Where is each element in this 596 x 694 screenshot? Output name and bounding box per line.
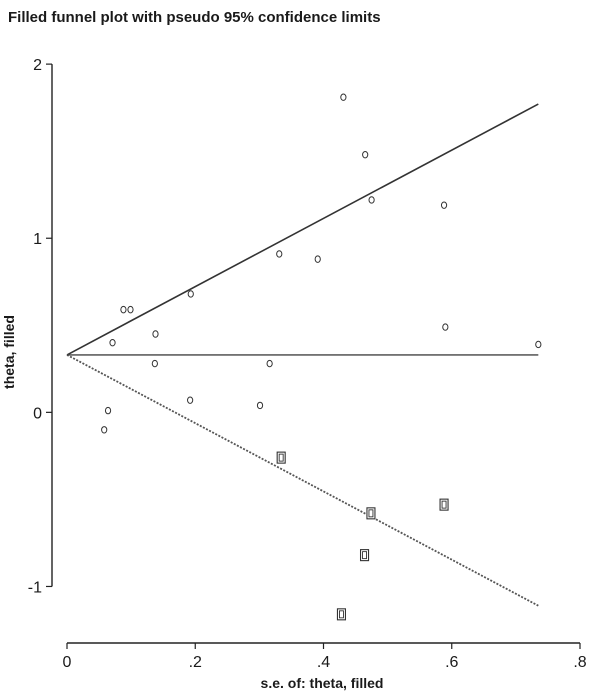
observed-study-point (276, 250, 283, 258)
filled-study-point (336, 608, 347, 621)
filled-study-point (439, 498, 449, 511)
observed-study-point (535, 340, 542, 349)
observed-study-point (152, 330, 159, 338)
y-tick-label: 1 (33, 231, 42, 248)
observed-study-point (187, 396, 194, 404)
filled-study-box-inner (362, 551, 367, 560)
filled-study-point (366, 507, 376, 520)
filled-study-box-inner (339, 610, 344, 619)
points-group (101, 93, 542, 621)
lower-confidence-limit-line (66, 354, 539, 607)
y-tick-label: 2 (33, 57, 42, 74)
observed-study-point (104, 406, 112, 415)
x-tick-label: .8 (573, 654, 586, 671)
y-axis-label: theta, filled (1, 315, 17, 389)
filled-study-box-inner (278, 453, 284, 462)
y-tick-label: 0 (33, 405, 42, 422)
x-tick-label: .4 (317, 654, 330, 671)
filled-study-box (366, 507, 376, 520)
observed-study-point (440, 201, 448, 209)
observed-study-point (442, 323, 449, 331)
upper-confidence-limit-line (66, 103, 539, 356)
x-tick-label: .6 (445, 654, 458, 671)
x-axis-label: s.e. of: theta, filled (261, 675, 384, 691)
filled-study-box-inner (368, 509, 374, 518)
observed-study-point (151, 359, 158, 368)
observed-study-point (314, 255, 321, 263)
observed-study-point (340, 93, 347, 101)
filled-study-box (276, 451, 286, 464)
filled-study-box (439, 498, 449, 511)
filled-study-box-inner (441, 500, 447, 509)
observed-study-point (362, 150, 369, 159)
observed-study-point (127, 305, 134, 314)
filled-study-point (276, 451, 286, 464)
observed-study-point (266, 359, 273, 368)
observed-study-point (187, 290, 194, 298)
x-tick-label: .2 (189, 654, 202, 671)
axes-group: -1 0 1 2 0 .2 .4 .6 .8 (28, 57, 587, 671)
filled-study-box (359, 549, 370, 562)
filled-study-box (336, 608, 347, 621)
x-tick-label: 0 (63, 654, 72, 671)
y-tick-label: -1 (28, 579, 42, 596)
chart-title: Filled funnel plot with pseudo 95% confi… (8, 9, 381, 26)
filled-study-point (359, 549, 370, 562)
observed-study-point (256, 401, 264, 410)
confidence-lines-group (66, 103, 539, 607)
observed-study-point (109, 339, 116, 347)
observed-study-point (368, 196, 375, 204)
observed-study-point (101, 426, 108, 434)
observed-study-point (120, 305, 127, 314)
